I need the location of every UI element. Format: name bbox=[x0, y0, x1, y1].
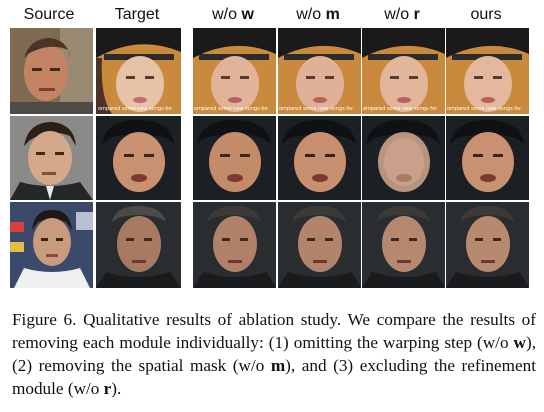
row3-wo-r-image bbox=[362, 202, 445, 288]
row1-wo-r-overlay-text: ompared some new songs for bbox=[363, 106, 438, 112]
row1-ours-overlay-text: ompared some new songs for bbox=[447, 106, 522, 112]
row1-wo-r-image: ompared some new songs for bbox=[362, 28, 445, 114]
row1-wo-m-image: ompared some new songs for bbox=[278, 28, 361, 114]
header-wo-w: w/o w bbox=[212, 6, 254, 23]
row3-target-image bbox=[96, 202, 181, 288]
row2-wo-w-image bbox=[193, 116, 276, 200]
image-grid: ompared some new songs for ompared some … bbox=[10, 28, 529, 288]
row1-target-overlay-text: ompared some new songs for bbox=[98, 106, 173, 112]
row1-source-image bbox=[10, 28, 93, 114]
row1-wo-w-overlay-text: ompared some new songs for bbox=[194, 106, 269, 112]
column-headers: Source Target w/o w w/o m w/o r ours bbox=[0, 0, 544, 30]
row2-ours-image bbox=[446, 116, 529, 200]
row2-target-image bbox=[96, 116, 181, 200]
row2-source-image bbox=[10, 116, 93, 200]
row1-target-image: ompared some new songs for bbox=[96, 28, 181, 114]
header-wo-r: w/o r bbox=[384, 6, 420, 23]
row3-wo-m-image bbox=[278, 202, 361, 288]
header-source: Source bbox=[23, 6, 75, 23]
row3-wo-w-image bbox=[193, 202, 276, 288]
header-ours: ours bbox=[470, 6, 502, 23]
row1-wo-w-image: ompared some new songs for bbox=[193, 28, 276, 114]
row3-source-image bbox=[10, 202, 93, 288]
row2-wo-r-image bbox=[362, 116, 445, 200]
row3-ours-image bbox=[446, 202, 529, 288]
row1-wo-m-overlay-text: ompared some new songs for bbox=[279, 106, 354, 112]
header-wo-m: w/o m bbox=[296, 6, 340, 23]
header-target: Target bbox=[114, 6, 160, 23]
figure-caption: Figure 6. Qualitative results of ablatio… bbox=[12, 310, 536, 398]
row2-wo-m-image bbox=[278, 116, 361, 200]
row1-ours-image: ompared some new songs for bbox=[446, 28, 529, 114]
